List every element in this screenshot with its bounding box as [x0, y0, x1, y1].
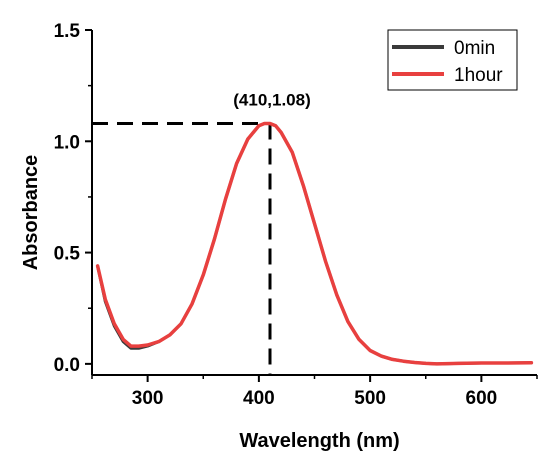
- x-tick-label: 600: [466, 388, 498, 409]
- series-line-1hour: [95, 121, 534, 366]
- series-line-0min: [96, 122, 533, 366]
- y-tick-label: 1.0: [54, 132, 80, 153]
- x-axis-title: Wavelength (nm): [239, 430, 399, 452]
- y-tick-label: 1.5: [54, 21, 81, 42]
- y-tick-label: 0.0: [54, 355, 80, 376]
- legend-label-0min: 0min: [454, 38, 495, 59]
- peak-annotation: (410,1.08): [233, 90, 311, 109]
- x-tick-label: 500: [354, 388, 386, 409]
- y-tick-label: 0.5: [54, 244, 81, 265]
- legend: 0min 1hour: [387, 29, 518, 91]
- legend-box: [387, 29, 518, 91]
- plot-area: 300 400 500 600 0.0 0.5 1.0 1.5 Wavelength (nm) A…: [20, 21, 538, 452]
- legend-label-1hour: 1hour: [454, 65, 503, 86]
- y-axis-title: Absorbance: [20, 155, 42, 271]
- x-tick-label: 300: [132, 388, 164, 409]
- x-tick-label: 400: [243, 388, 275, 409]
